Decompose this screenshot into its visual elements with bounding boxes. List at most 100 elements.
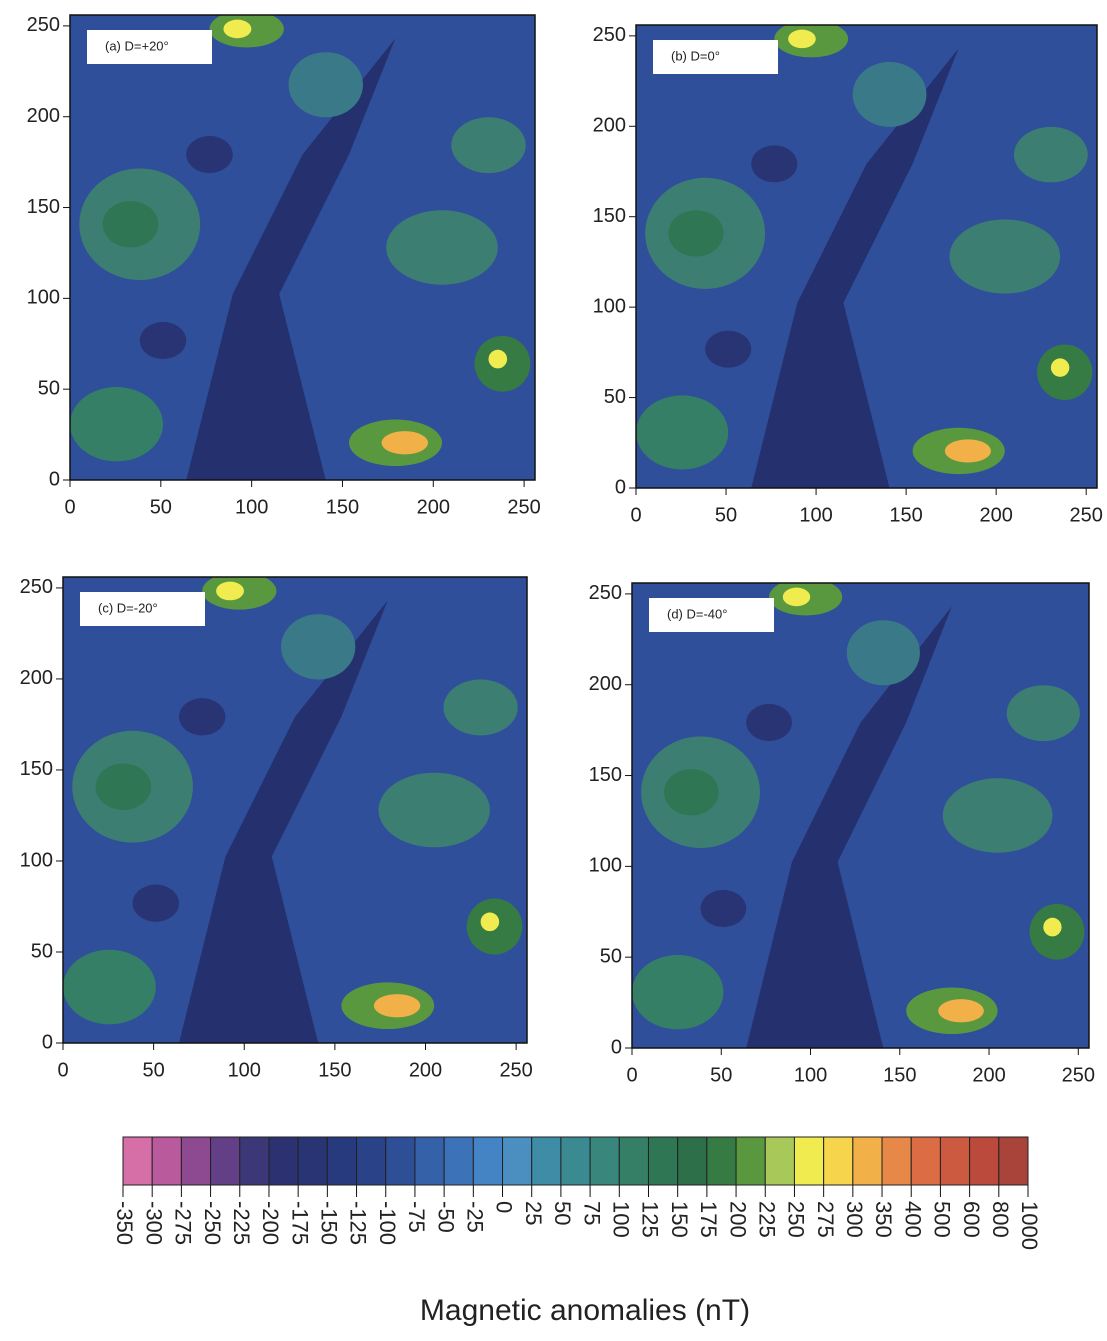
color-box [356,1136,387,1186]
colorbar-tick-label: -150 [317,1201,342,1245]
colorbar-tick-label: 250 [784,1201,809,1238]
colorbar-tick-label: 225 [754,1201,779,1238]
colorbar-tick-label: 275 [813,1201,838,1238]
y-tick-label: 0 [611,1036,622,1058]
color-box [852,1136,883,1186]
color-box [998,1136,1029,1186]
colorbar-tick-label: -300 [141,1201,166,1245]
y-tick-label: 100 [589,855,622,877]
color-box [326,1136,358,1186]
x-tick-label: 250 [499,1059,532,1081]
color-box [472,1136,504,1186]
color-box [647,1136,679,1186]
y-tick-label: 0 [615,476,626,498]
colorbar-tick-label: 400 [900,1201,925,1238]
color-box [706,1136,737,1186]
x-tick-label: 50 [715,504,737,526]
y-tick-label: 50 [38,377,60,399]
title-box [653,40,778,74]
colorbar-tick-label: 175 [696,1201,721,1238]
x-tick-label: 100 [235,496,268,518]
x-tick-label: 200 [972,1064,1005,1086]
y-tick-label: 100 [27,287,60,309]
x-tick-label: 150 [318,1059,351,1081]
y-tick-label: 50 [31,940,53,962]
color-box [677,1136,708,1186]
color-box [239,1136,270,1186]
colorbar-title: Magnetic anomalies (nT) [420,1294,750,1327]
colorbar-tick-label: 0 [492,1201,517,1213]
color-box [297,1136,328,1186]
y-tick-label: 200 [589,673,622,695]
y-tick-label: 250 [20,576,53,598]
color-box [122,1136,153,1186]
color-box [502,1136,533,1186]
color-box [560,1136,591,1186]
colorbar-tick-label: 200 [725,1201,750,1238]
colorbar-tick-label: 300 [842,1201,867,1238]
colorbar-tick-label: 50 [550,1201,575,1225]
colorbar-tick-label: -350 [112,1201,137,1245]
color-box [793,1136,825,1186]
colorbar-tick-label: 1000 [1017,1201,1042,1250]
x-tick-label: 150 [889,504,922,526]
color-box [385,1136,416,1186]
map-area [62,576,528,1044]
x-tick-label: 100 [799,504,832,526]
y-tick-label: 100 [20,849,53,871]
map-area [69,14,536,481]
y-tick-label: 200 [20,667,53,689]
map-area [631,582,1090,1049]
color-box [618,1136,649,1186]
color-box [881,1136,912,1186]
y-tick-label: 200 [593,115,626,137]
colorbar-tick-label: 150 [667,1201,692,1238]
color-box [939,1136,971,1186]
colorbar-tick-label: -100 [375,1201,400,1245]
y-tick-label: 0 [49,468,60,490]
y-tick-label: 150 [593,205,626,227]
x-tick-label: 50 [710,1064,732,1086]
color-box [910,1136,941,1186]
colorbar-tick-label: 600 [959,1201,984,1238]
colorbar-tick-label: 75 [579,1201,604,1225]
colorbar-tick-label: -250 [200,1201,225,1245]
colorbar-tick-label: 350 [871,1201,896,1238]
color-box [531,1136,562,1186]
color-box [268,1136,299,1186]
x-tick-label: 200 [417,496,450,518]
colorbar-tick-label: 125 [638,1201,663,1238]
y-tick-label: 250 [593,24,626,46]
y-tick-label: 250 [27,14,60,36]
x-tick-label: 50 [150,496,172,518]
x-tick-label: 150 [326,496,359,518]
title-box [87,30,212,64]
color-box [210,1136,241,1186]
colorbar-tick-label: 500 [930,1201,955,1238]
x-tick-label: 0 [57,1059,68,1081]
y-tick-label: 0 [42,1031,53,1053]
colorbar-tick-label: -50 [433,1201,458,1233]
colorbar-tick-label: -75 [404,1201,429,1233]
panel-title: (a) D=+20° [105,38,169,53]
map-area [635,24,1098,489]
x-tick-label: 200 [979,504,1012,526]
y-tick-label: 150 [20,758,53,780]
y-tick-label: 200 [27,105,60,127]
color-box [180,1136,212,1186]
x-tick-label: 0 [630,504,641,526]
x-tick-label: 0 [626,1064,637,1086]
x-tick-label: 50 [143,1059,165,1081]
y-tick-label: 100 [593,295,626,317]
y-tick-label: 50 [604,386,626,408]
colorbar-tick-label: -200 [258,1201,283,1245]
color-box [151,1136,182,1186]
colorbar-tick-label: -25 [463,1201,488,1233]
color-box [414,1136,445,1186]
colorbar-tick-label: 100 [608,1201,633,1238]
title-box [80,592,205,626]
colorbar-tick-label: -275 [171,1201,196,1245]
y-tick-label: 50 [600,945,622,967]
y-tick-label: 150 [27,196,60,218]
